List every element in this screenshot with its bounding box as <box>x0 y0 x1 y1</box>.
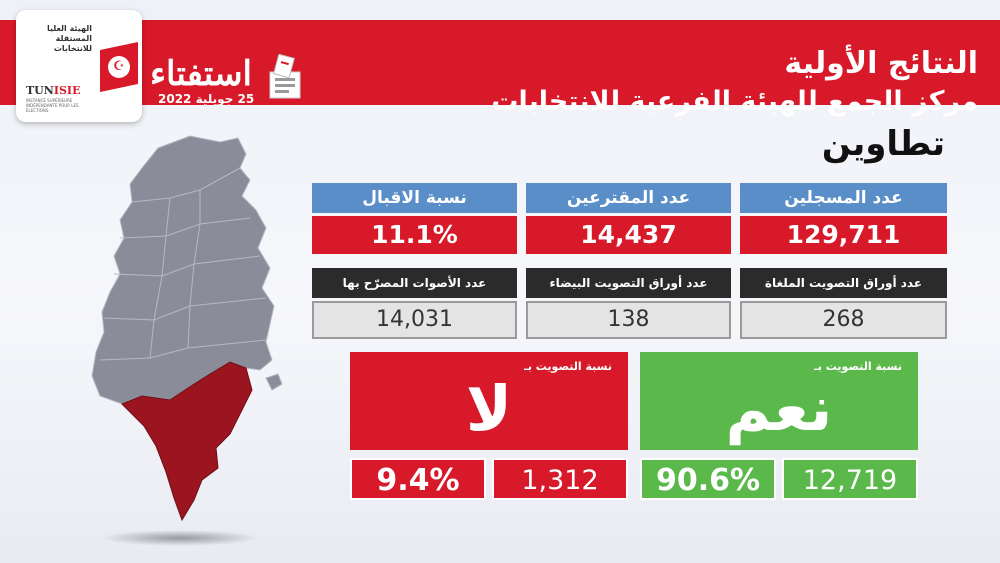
referendum-label: استفتاء <box>150 55 252 93</box>
vote-yes-count: 12,719 <box>782 458 918 500</box>
turnout-value: 11.1% <box>312 216 517 254</box>
map-shadow <box>100 530 260 546</box>
vote-no-count: 1,312 <box>492 458 628 500</box>
map-djerba <box>265 373 283 391</box>
map-borders <box>99 167 267 361</box>
vote-yes-word: نعم <box>725 372 833 445</box>
map-tataouine-highlight <box>121 361 253 522</box>
flag-circle <box>108 56 130 78</box>
isie-acronym-part2: ISIE <box>53 84 81 97</box>
vote-no-caption: نسبة التصويت بـ <box>524 360 612 373</box>
vote-no-percent: 9.4% <box>350 458 486 500</box>
isie-logo: الهيئة العليا المستقلة للانتخابات TUNISI… <box>16 10 142 122</box>
valid-votes-label: عدد الأصوات المصرّح بها <box>312 268 517 298</box>
isie-acronym: TUNISIE <box>26 84 80 97</box>
registered-label: عدد المسجلين <box>740 183 947 213</box>
voters-label: عدد المقترعين <box>526 183 731 213</box>
isie-french-name: INSTANCE SUPÉRIEURE INDÉPENDANTE POUR LE… <box>26 98 79 113</box>
cancelled-value: 268 <box>740 301 947 339</box>
vote-no-panel: نسبة التصويت بـ لا <box>350 352 628 450</box>
vote-no-word: لا <box>465 372 513 445</box>
vote-yes-panel: نسبة التصويت بـ نعم <box>640 352 918 450</box>
voters-value: 14,437 <box>526 216 731 254</box>
vote-yes-caption: نسبة التصويت بـ <box>814 360 902 373</box>
isie-acronym-part1: TUN <box>26 84 54 97</box>
isie-arabic-name: الهيئة العليا المستقلة للانتخابات <box>47 24 92 53</box>
ballot-box-icon <box>269 54 301 99</box>
map-north-central <box>91 135 275 405</box>
flag-star-icon: ☪ <box>113 59 125 74</box>
page-subtitle: مركز الجمع للهيئة الفرعية للانتخابات <box>491 86 978 117</box>
tunisia-map <box>91 135 283 546</box>
registered-value: 129,711 <box>740 216 947 254</box>
blank-value: 138 <box>526 301 731 339</box>
page-title: النتائج الأولية <box>784 46 978 81</box>
region-name: تطاوين <box>821 124 945 164</box>
header-bar: النتائج الأولية مركز الجمع للهيئة الفرعي… <box>0 20 1000 117</box>
vote-yes-percent: 90.6% <box>640 458 776 500</box>
turnout-label: نسبة الاقبال <box>312 183 517 213</box>
blank-label: عدد أوراق التصويت البيضاء <box>526 268 731 298</box>
valid-votes-value: 14,031 <box>312 301 517 339</box>
cancelled-label: عدد أوراق التصويت الملغاة <box>740 268 947 298</box>
referendum-date: 25 جويلية 2022 <box>158 92 255 106</box>
